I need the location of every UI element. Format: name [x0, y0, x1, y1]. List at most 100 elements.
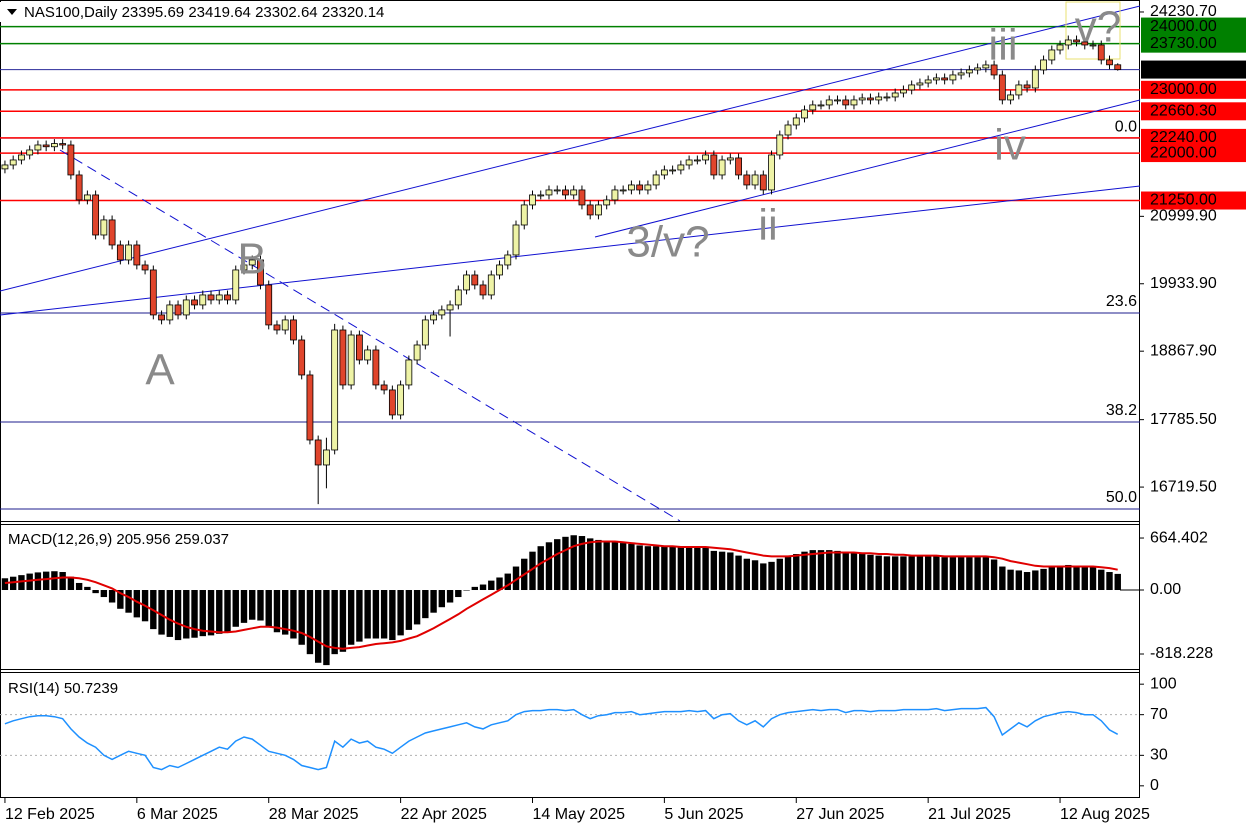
macd-bar [249, 590, 256, 620]
wave-label: C [337, 513, 369, 562]
macd-bar [644, 546, 652, 591]
candle-body [1048, 49, 1056, 61]
macd-bar [108, 590, 116, 603]
macd-bar [1056, 565, 1064, 591]
x-tick-label: 5 Jun 2025 [664, 806, 743, 823]
macd-bar [562, 536, 569, 591]
macd-bar [1065, 564, 1072, 591]
macd-bar [1114, 573, 1121, 591]
macd-bar [191, 590, 198, 638]
macd-bar [273, 590, 281, 633]
candle-body [1007, 94, 1014, 101]
level-label-bg [1141, 144, 1246, 163]
macd-bar [265, 590, 272, 627]
macd-bar [1048, 567, 1056, 591]
macd-bar [347, 590, 355, 645]
level-label: 22240.00 [1150, 129, 1217, 146]
macd-bar [405, 590, 413, 630]
candle-body [586, 204, 594, 216]
macd-bar [554, 539, 561, 591]
candle-body [199, 294, 207, 306]
macd-bar [529, 551, 536, 591]
fib-label: 0.0 [1115, 118, 1137, 135]
macd-bar [718, 551, 726, 591]
axes: 24230.70 20999.90 19933.90 18867.90 17785.50… [4, 3, 1246, 823]
candle-body [702, 154, 709, 161]
candle-body [116, 244, 124, 261]
macd-bar [438, 590, 446, 608]
candle-body [875, 96, 883, 101]
candle-body [454, 289, 462, 306]
candle-body [265, 284, 273, 326]
candle-body [224, 294, 231, 301]
plot-frame [0, 0, 1140, 798]
candle-body [405, 359, 413, 386]
fib-label: 23.6 [1106, 293, 1137, 310]
macd-bar [100, 590, 108, 598]
macd-bar [158, 590, 165, 635]
macd-bar [18, 575, 25, 591]
macd-bar [207, 590, 215, 636]
macd-bar [743, 558, 751, 591]
candle-body [669, 169, 677, 172]
level-label: 24000.00 [1150, 18, 1217, 35]
x-tick-label: 12 Feb 2025 [5, 806, 95, 823]
wave-label: v? [1075, 3, 1121, 52]
macd-bar [727, 552, 734, 591]
macd-bar [314, 590, 322, 663]
candle-body [768, 154, 775, 191]
macd-bar [924, 556, 932, 591]
candle-body [59, 143, 67, 146]
macd-bar [636, 545, 643, 591]
macd-bar [488, 580, 495, 591]
candle-body [1031, 69, 1039, 89]
macd-bar [1, 578, 9, 591]
macd-bar [900, 556, 907, 591]
macd-header: MACD(12,26,9) 205.956 259.037 [8, 531, 229, 548]
macd-bar [232, 590, 239, 627]
y-tick-label: 20999.90 [1150, 208, 1217, 225]
macd-bar [619, 543, 627, 591]
level-label-bg [1141, 102, 1246, 121]
level-label-bg [1141, 128, 1246, 147]
y-tick-label: 16719.50 [1150, 478, 1217, 495]
y-tick-label: 70 [1150, 706, 1168, 723]
y-tick-label: 30 [1150, 747, 1168, 764]
candle-body [215, 294, 223, 301]
chart-header: NAS100,Daily 23395.69 23419.64 23302.64 … [24, 4, 384, 21]
level-label-bg [1141, 191, 1246, 210]
candle-body [281, 319, 289, 331]
macd-bar [735, 555, 742, 591]
candle-body [166, 304, 174, 321]
wave-labels: A B C 3/v? ii iii iv v? [145, 3, 1121, 562]
macd-bar [430, 590, 437, 613]
candle-body [83, 194, 91, 201]
candle-body [339, 329, 347, 386]
rsi-value: 50.7239 [64, 680, 118, 697]
macd-bar [339, 590, 347, 652]
candle-body [792, 117, 800, 126]
wave-label: iv [994, 121, 1026, 170]
macd-bar [834, 550, 841, 591]
price-label-bg [1141, 60, 1246, 79]
candle-body [191, 299, 198, 306]
macd-bar [570, 535, 577, 591]
macd-bar [84, 586, 91, 591]
macd-bar [372, 590, 380, 639]
wave-label: B [237, 235, 266, 284]
macd-bar [1098, 569, 1105, 591]
x-tick-label: 21 Jul 2025 [928, 806, 1011, 823]
candle-body [726, 157, 734, 161]
candle-body [125, 244, 132, 261]
candle-body [974, 67, 982, 71]
candle-body [430, 314, 437, 321]
macd-bar [784, 556, 792, 591]
y-tick-label: 24230.70 [1150, 3, 1217, 20]
candle-body [504, 254, 512, 266]
candle-body [867, 97, 874, 101]
candle-body [900, 89, 907, 94]
level-label-bg [1141, 17, 1246, 36]
symbol-title: NAS100,Daily [24, 4, 118, 21]
macd-bar [298, 590, 305, 645]
macd-bar [859, 554, 866, 591]
